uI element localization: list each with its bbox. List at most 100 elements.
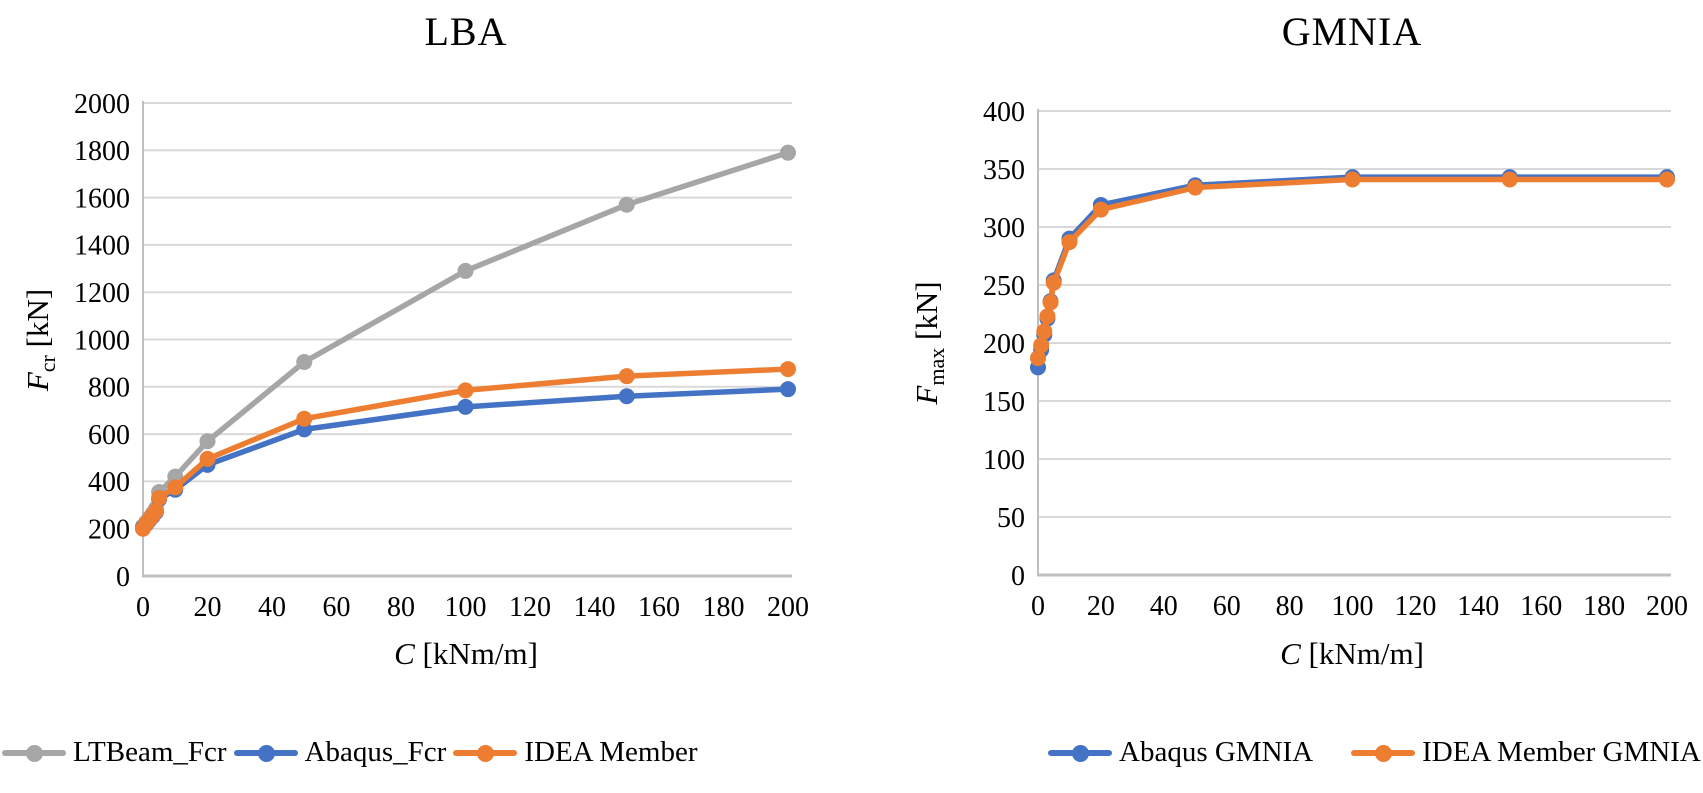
data-point-idea-member-gmnia bbox=[1344, 171, 1361, 188]
data-point-idea-member-gmnia bbox=[1042, 294, 1059, 311]
x-tick-label: 60 bbox=[1213, 591, 1241, 622]
y-tick-label: 1000 bbox=[74, 325, 130, 356]
y-tick-label: 1200 bbox=[74, 278, 130, 309]
y-tick-label: 400 bbox=[88, 467, 130, 498]
data-point-abaqus-fcr bbox=[780, 381, 796, 398]
legend-item-abaqus-fcr: Abaqus_Fcr bbox=[233, 736, 447, 769]
y-tick-label: 350 bbox=[983, 155, 1025, 186]
x-tick-label: 0 bbox=[1031, 591, 1045, 622]
legend-item-ltbeam-fcr: LTBeam_Fcr bbox=[2, 736, 227, 769]
x-tick-label: 60 bbox=[323, 592, 351, 623]
data-point-ltbeam-fcr bbox=[457, 262, 474, 279]
data-point-idea-member bbox=[296, 410, 313, 427]
legend-gmnia: Abaqus GMNIA IDEA Member GMNIA bbox=[1048, 736, 1701, 769]
y-tick-label: 1600 bbox=[74, 183, 130, 214]
y-tick-label: 0 bbox=[1011, 561, 1025, 592]
data-point-ltbeam-fcr bbox=[780, 144, 796, 161]
y-axis-variable: F bbox=[909, 385, 944, 405]
y-axis-title-gmnia: Fmax [kN] bbox=[908, 173, 950, 513]
y-axis-subscript: cr bbox=[35, 355, 61, 373]
y-tick-label: 1800 bbox=[74, 136, 130, 167]
x-tick-label: 140 bbox=[574, 592, 616, 623]
data-point-abaqus-fcr bbox=[457, 398, 474, 415]
x-tick-label: 180 bbox=[703, 592, 745, 623]
chart-title-gmnia: GMNIA bbox=[1281, 9, 1423, 54]
legend-series-marker-icon bbox=[1351, 743, 1416, 763]
data-point-ltbeam-fcr bbox=[618, 196, 635, 213]
x-axis-title-lba: C [kNm/m] bbox=[296, 636, 636, 672]
legend-series-marker-icon bbox=[233, 743, 298, 763]
data-point-idea-member-gmnia bbox=[1501, 171, 1518, 188]
y-tick-label: 150 bbox=[983, 387, 1025, 418]
data-point-idea-member-gmnia bbox=[1033, 337, 1050, 354]
y-tick-label: 200 bbox=[88, 515, 130, 546]
legend-item-idea-member: IDEA Member bbox=[453, 736, 698, 769]
y-tick-label: 200 bbox=[983, 329, 1025, 360]
x-tick-label: 160 bbox=[1520, 591, 1562, 622]
x-tick-label: 100 bbox=[445, 592, 487, 623]
y-tick-label: 400 bbox=[983, 97, 1025, 128]
y-axis-unit: [kN] bbox=[909, 281, 944, 348]
y-tick-label: 300 bbox=[983, 213, 1025, 244]
legend-item-abaqus-gmnia: Abaqus GMNIA bbox=[1048, 736, 1313, 769]
y-axis-subscript: max bbox=[924, 347, 950, 386]
x-axis-title-gmnia: C [kNm/m] bbox=[1182, 636, 1522, 672]
legend-item-idea-member-gmnia: IDEA Member GMNIA bbox=[1351, 736, 1701, 769]
y-axis-variable: F bbox=[20, 372, 55, 392]
data-point-idea-member bbox=[618, 368, 635, 385]
legend-series-marker-icon bbox=[1048, 743, 1112, 763]
chart-title-lba: LBA bbox=[424, 9, 508, 54]
y-tick-label: 250 bbox=[983, 271, 1025, 302]
x-tick-label: 80 bbox=[1276, 591, 1304, 622]
data-point-idea-member bbox=[780, 361, 796, 378]
x-tick-label: 200 bbox=[1646, 591, 1688, 622]
data-point-idea-member-gmnia bbox=[1030, 350, 1046, 367]
data-point-idea-member-gmnia bbox=[1036, 323, 1053, 340]
x-tick-label: 180 bbox=[1583, 591, 1625, 622]
x-axis-variable: C bbox=[394, 636, 415, 671]
data-point-idea-member bbox=[199, 450, 216, 467]
data-point-ltbeam-fcr bbox=[199, 433, 216, 450]
legend-label-ltbeam-fcr: LTBeam_Fcr bbox=[73, 736, 227, 768]
y-tick-label: 100 bbox=[983, 445, 1025, 476]
x-axis-unit: [kNm/m] bbox=[414, 636, 538, 671]
legend-label-idea-member: IDEA Member bbox=[524, 736, 698, 768]
y-axis-unit: [kN] bbox=[20, 288, 55, 356]
data-point-idea-member bbox=[151, 489, 168, 506]
y-tick-label: 50 bbox=[997, 503, 1025, 534]
data-point-idea-member bbox=[167, 479, 184, 496]
data-point-idea-member-gmnia bbox=[1045, 274, 1062, 291]
legend-label-abaqus-fcr: Abaqus_Fcr bbox=[304, 736, 447, 768]
data-point-idea-member-gmnia bbox=[1187, 179, 1204, 196]
y-axis-title-lba: Fcr [kN] bbox=[19, 170, 61, 510]
y-tick-label: 600 bbox=[88, 420, 130, 451]
x-tick-label: 200 bbox=[767, 592, 809, 623]
x-tick-label: 140 bbox=[1457, 591, 1499, 622]
x-tick-label: 40 bbox=[1150, 591, 1178, 622]
y-tick-label: 0 bbox=[116, 562, 130, 593]
series-line-idea-member-gmnia bbox=[1035, 176, 1670, 361]
data-point-idea-member bbox=[147, 502, 164, 519]
data-point-idea-member bbox=[457, 382, 474, 399]
x-tick-label: 160 bbox=[638, 592, 680, 623]
y-tick-label: 800 bbox=[88, 373, 130, 404]
legend-series-marker-icon bbox=[2, 743, 66, 763]
x-tick-label: 40 bbox=[258, 592, 286, 623]
x-tick-label: 100 bbox=[1332, 591, 1374, 622]
legend-label-abaqus-gmnia: Abaqus GMNIA bbox=[1119, 736, 1314, 768]
data-point-idea-member-gmnia bbox=[1061, 234, 1078, 251]
y-tick-label: 1400 bbox=[74, 231, 130, 262]
series-line-abaqus-gmnia bbox=[1035, 174, 1670, 371]
x-tick-label: 0 bbox=[136, 592, 150, 623]
data-point-idea-member-gmnia bbox=[1092, 201, 1109, 218]
x-tick-label: 20 bbox=[194, 592, 222, 623]
data-point-abaqus-fcr bbox=[618, 388, 635, 405]
x-tick-label: 120 bbox=[1394, 591, 1436, 622]
x-axis-unit: [kNm/m] bbox=[1300, 636, 1424, 671]
x-axis-variable: C bbox=[1280, 636, 1301, 671]
x-tick-label: 80 bbox=[387, 592, 415, 623]
x-tick-label: 20 bbox=[1087, 591, 1115, 622]
data-point-ltbeam-fcr bbox=[296, 353, 313, 370]
